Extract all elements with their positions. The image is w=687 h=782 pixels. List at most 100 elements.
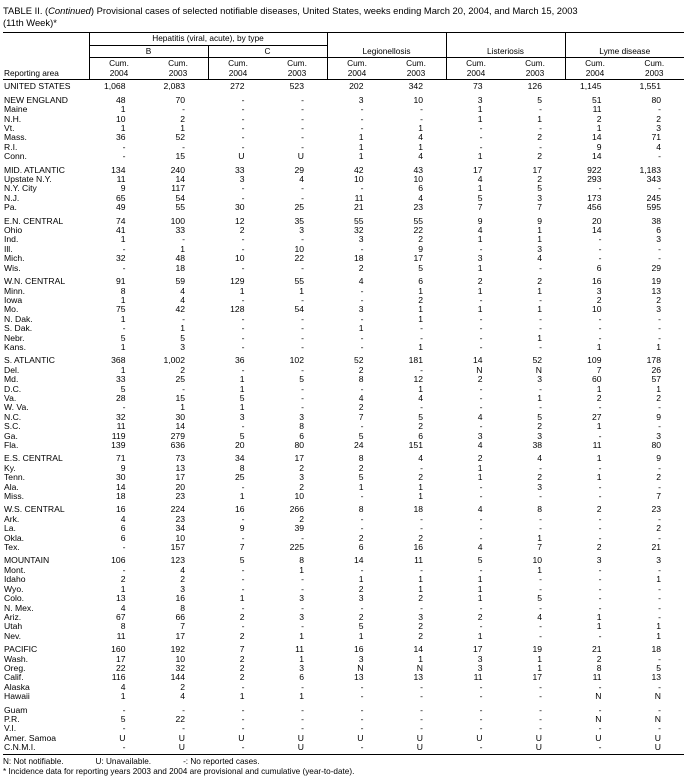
value-cell: 4 bbox=[180, 285, 185, 296]
value-cell: 13 bbox=[115, 593, 126, 604]
value-cell: - bbox=[182, 723, 185, 734]
value-cell: 52 bbox=[353, 355, 364, 366]
value-cell: 75 bbox=[115, 304, 126, 315]
value-cell: 21 bbox=[591, 644, 602, 655]
value-cell: 1 bbox=[418, 653, 423, 664]
value-cell: 11 bbox=[116, 421, 126, 432]
table-row: N.C. 32 30 3 3 7 5 4 5 27 9 bbox=[3, 411, 684, 422]
value-cell: 1 bbox=[477, 472, 483, 483]
value-cell: 48 bbox=[175, 253, 185, 264]
value-cell: 9 bbox=[120, 462, 126, 473]
value-cell: 2 bbox=[358, 364, 364, 375]
table-row: W.N. CENTRAL 91 59 129 55 4 6 2 2 16 19 bbox=[3, 273, 684, 286]
value-cell: 33 bbox=[234, 164, 245, 175]
value-cell: 16 bbox=[353, 644, 364, 655]
value-cell: - bbox=[479, 481, 483, 492]
value-cell: - bbox=[360, 602, 364, 613]
value-cell: 11 bbox=[592, 440, 602, 450]
value-cell: 27 bbox=[591, 411, 602, 422]
reporting-area-cell: W. Va. bbox=[4, 402, 29, 413]
value-cell: 1 bbox=[537, 304, 542, 315]
value-cell: 10 bbox=[294, 243, 304, 254]
table-row: Mo. 75 42 128 54 3 1 1 1 10 3 bbox=[3, 304, 684, 315]
value-cell: 22 bbox=[294, 253, 304, 264]
value-cell: 1 bbox=[239, 402, 245, 413]
value-cell: - bbox=[182, 704, 185, 715]
value-cell: - bbox=[241, 574, 245, 585]
value-cell: 21 bbox=[353, 202, 364, 213]
value-cell: 22 bbox=[115, 662, 126, 673]
value-cell: - bbox=[360, 691, 364, 702]
value-cell: 17 bbox=[472, 164, 483, 175]
value-cell: 2 bbox=[418, 472, 423, 483]
hepatitis-group-header: Hepatitis (viral, acute), by type bbox=[88, 32, 327, 46]
value-cell: - bbox=[122, 141, 126, 152]
hep-b-cum-2003-header: Cum. 2003 bbox=[148, 57, 208, 81]
reporting-area-cell: NEW ENGLAND bbox=[4, 94, 68, 105]
table-row: N. Mex. 4 8 - - - - - - - - bbox=[3, 602, 684, 613]
value-cell: - bbox=[420, 323, 423, 334]
value-cell: N bbox=[535, 364, 542, 375]
value-cell: 202 bbox=[349, 81, 364, 92]
value-cell: 2 bbox=[596, 294, 602, 305]
value-cell: 2 bbox=[299, 513, 304, 524]
value-cell: 456 bbox=[587, 202, 602, 213]
value-cell: 11 bbox=[295, 644, 304, 655]
value-cell: 2 bbox=[239, 653, 245, 664]
value-cell: 8 bbox=[239, 462, 245, 473]
reporting-area-cell: V.I. bbox=[4, 723, 17, 734]
value-cell: - bbox=[301, 681, 304, 692]
value-cell: 55 bbox=[175, 202, 185, 213]
reporting-area-cell: Wash. bbox=[4, 653, 29, 664]
value-cell: 2 bbox=[358, 262, 364, 273]
value-cell: - bbox=[301, 332, 304, 343]
value-cell: 1 bbox=[120, 234, 126, 245]
value-cell: 2 bbox=[418, 234, 423, 245]
table-row: Va. 28 15 5 - 4 4 - 1 2 2 bbox=[3, 392, 684, 403]
value-cell: 272 bbox=[230, 81, 245, 92]
value-cell: 10 bbox=[413, 94, 423, 105]
table-row: Nev. 11 17 2 1 1 2 1- -1 bbox=[3, 631, 684, 641]
table-row: Tenn. 30 17 25 3 5 2 1 2 1 2 bbox=[3, 472, 684, 483]
value-cell: 342 bbox=[408, 81, 423, 92]
value-cell: 4 bbox=[418, 392, 423, 403]
cum-header-row: Cum. 2004 Cum. 2003 Cum. 2004 Cum. 2003 Cum.… bbox=[3, 57, 684, 81]
value-cell: U bbox=[595, 732, 602, 743]
table-row: N. Dak. 1 - - - - 1 - - - - bbox=[3, 313, 684, 324]
value-cell: - bbox=[539, 462, 542, 473]
value-cell: - bbox=[598, 723, 602, 734]
table-row: Kans. 1 3 - - - 1 - - 1 1 bbox=[3, 342, 684, 352]
value-cell: 5 bbox=[358, 472, 364, 483]
value-cell: - bbox=[598, 183, 602, 194]
table-row: Amer. Samoa U U U U U U U U U U bbox=[3, 732, 684, 743]
value-cell: - bbox=[479, 704, 483, 715]
reporting-area-cell: Mich. bbox=[4, 253, 25, 264]
value-cell: 1 bbox=[418, 313, 423, 324]
value-cell: 1 bbox=[537, 564, 542, 575]
value-cell: - bbox=[479, 564, 483, 575]
value-cell: 3 bbox=[358, 304, 364, 315]
value-cell: 2 bbox=[537, 132, 542, 143]
value-cell: - bbox=[479, 243, 483, 254]
hep-b-cum-2004-header: Cum. 2004 bbox=[88, 57, 149, 81]
value-cell: - bbox=[420, 364, 423, 375]
value-cell: 3 bbox=[477, 94, 483, 105]
value-cell: 1 bbox=[358, 132, 364, 143]
value-cell: 2 bbox=[239, 672, 245, 683]
reporting-area-cell: Amer. Samoa bbox=[4, 732, 57, 743]
reporting-area-cell: Oreg. bbox=[4, 662, 26, 673]
value-cell: 18 bbox=[353, 253, 364, 264]
value-cell: U bbox=[476, 732, 483, 743]
value-cell: - bbox=[479, 723, 483, 734]
value-cell: 5 bbox=[120, 383, 126, 394]
title-prefix: TABLE II. ( bbox=[3, 5, 49, 16]
value-cell: 36 bbox=[115, 132, 126, 143]
value-cell: 14 bbox=[472, 355, 483, 366]
value-cell: 7 bbox=[239, 542, 245, 553]
value-cell: 6 bbox=[418, 430, 423, 441]
value-cell: 38 bbox=[651, 215, 661, 226]
value-cell: 279 bbox=[170, 430, 185, 441]
value-cell: 25 bbox=[175, 374, 185, 385]
table-body: UNITED STATES 1,068 2,083 272 523 202 342 73 126… bbox=[3, 80, 684, 755]
